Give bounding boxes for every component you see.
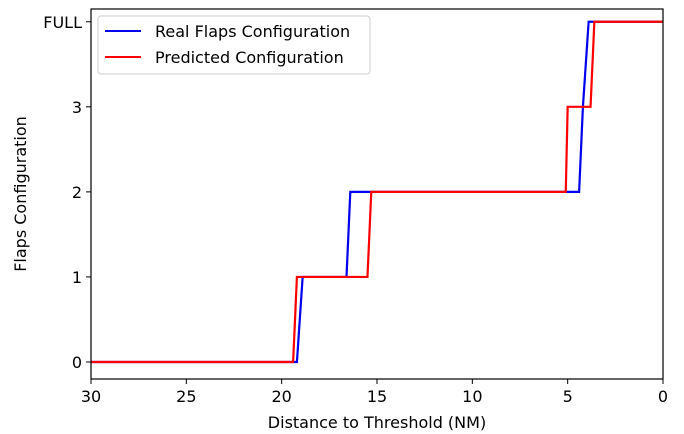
x-tick-label: 20 [271,387,291,406]
series-predicted-line [91,20,663,364]
x-tick-label: 10 [462,387,482,406]
legend: Real Flaps Configuration Predicted Confi… [97,15,371,75]
ticks-layer: 30 25 20 15 10 5 0 0 1 2 3 FULL [43,13,668,406]
y-tick-label: 2 [72,183,82,202]
legend-box [97,15,371,75]
x-tick-label: 25 [176,387,196,406]
legend-label-predicted: Predicted Configuration [155,48,344,67]
legend-label-real: Real Flaps Configuration [155,22,350,41]
y-tick-label: 0 [72,353,82,372]
series-layer [91,20,663,364]
y-tick-label: FULL [43,13,82,32]
x-axis-title: Distance to Threshold (NM) [268,413,486,432]
x-tick-label: 0 [658,387,668,406]
y-tick-label: 3 [72,98,82,117]
x-tick-label: 30 [81,387,101,406]
x-tick-label: 15 [367,387,387,406]
series-real-line [91,20,663,364]
y-axis-title: Flaps Configuration [11,116,30,272]
x-tick-label: 5 [563,387,573,406]
y-tick-label: 1 [72,268,82,287]
